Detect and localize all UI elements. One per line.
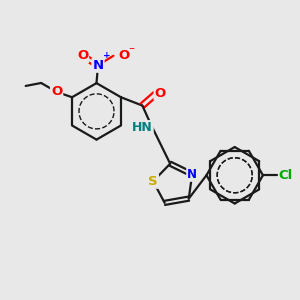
Text: N: N — [187, 168, 197, 181]
Text: +: + — [103, 51, 111, 60]
Text: O: O — [51, 85, 62, 98]
Text: N: N — [92, 59, 104, 72]
Text: HN: HN — [132, 121, 153, 134]
Text: ⁻: ⁻ — [128, 45, 135, 58]
Text: O: O — [77, 49, 88, 62]
Text: Cl: Cl — [279, 169, 293, 182]
Text: O: O — [154, 87, 166, 100]
Text: S: S — [148, 175, 158, 188]
Text: O: O — [119, 49, 130, 62]
